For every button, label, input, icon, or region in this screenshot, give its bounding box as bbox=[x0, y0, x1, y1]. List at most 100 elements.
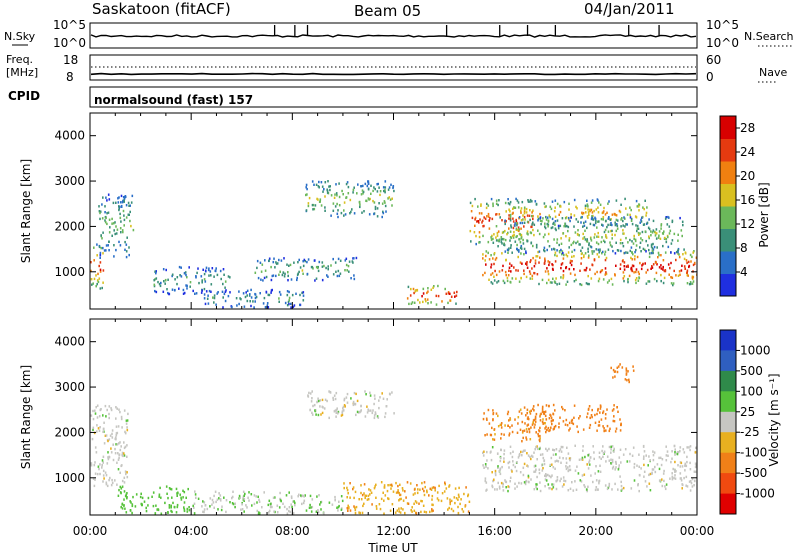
power-cell bbox=[301, 291, 303, 295]
velocity-cell bbox=[115, 417, 117, 420]
power-cell bbox=[221, 290, 224, 293]
velocity-cell bbox=[512, 463, 515, 467]
power-cell bbox=[517, 201, 520, 204]
velocity-cell bbox=[373, 416, 376, 420]
velocity-cell bbox=[395, 481, 397, 485]
power-cell bbox=[565, 235, 567, 238]
velocity-cell bbox=[126, 492, 128, 495]
velocity-cell bbox=[597, 424, 600, 427]
y-tick-label: 1000 bbox=[54, 471, 85, 485]
power-cell bbox=[487, 251, 489, 255]
power-cell bbox=[591, 252, 594, 255]
velocity-cell bbox=[176, 492, 178, 495]
velocity-cell bbox=[106, 484, 109, 488]
power-cell bbox=[516, 235, 518, 238]
power-cell bbox=[544, 233, 546, 236]
power-cell bbox=[569, 259, 572, 263]
power-cell bbox=[203, 287, 206, 291]
power-cell bbox=[529, 272, 532, 275]
velocity-cell bbox=[358, 511, 360, 514]
velocity-cell bbox=[532, 419, 535, 422]
power-cell bbox=[515, 220, 518, 223]
velocity-cell bbox=[119, 441, 121, 444]
power-cell bbox=[504, 201, 507, 205]
power-cell bbox=[125, 216, 128, 219]
velocity-cell bbox=[310, 506, 312, 509]
power-cell bbox=[174, 278, 176, 281]
velocity-cell bbox=[115, 438, 117, 441]
power-cell bbox=[485, 263, 487, 266]
power-cell bbox=[101, 203, 103, 206]
power-cell bbox=[538, 261, 540, 264]
velocity-cell bbox=[329, 390, 331, 394]
power-cell bbox=[99, 253, 102, 257]
velocity-cell bbox=[500, 456, 502, 460]
velocity-cell bbox=[342, 409, 345, 412]
power-cell bbox=[215, 267, 217, 270]
power-cell bbox=[611, 223, 613, 227]
velocity-cell bbox=[420, 510, 422, 514]
velocity-cell bbox=[192, 504, 194, 508]
power-cell bbox=[224, 286, 226, 289]
power-cell bbox=[576, 240, 579, 243]
velocity-cell bbox=[617, 410, 619, 413]
velocity-cell bbox=[528, 430, 531, 434]
velocity-cell bbox=[354, 490, 357, 494]
velocity-cell bbox=[613, 404, 615, 407]
power-cell bbox=[597, 235, 600, 238]
power-cell bbox=[607, 248, 610, 251]
power-cell bbox=[362, 190, 365, 194]
velocity-cell bbox=[519, 428, 522, 431]
velocity-cell bbox=[587, 454, 590, 457]
velocity-cell bbox=[674, 477, 677, 480]
velocity-cell bbox=[568, 465, 571, 468]
velocity-cell bbox=[539, 419, 542, 422]
power-cell bbox=[543, 202, 546, 205]
power-cell bbox=[595, 220, 597, 223]
velocity-cell bbox=[552, 412, 554, 415]
power-cell bbox=[675, 274, 677, 277]
power-cell bbox=[293, 304, 296, 307]
power-cell bbox=[565, 283, 567, 286]
power-cell bbox=[544, 205, 546, 209]
power-cell bbox=[96, 254, 98, 257]
power-cell bbox=[657, 251, 660, 255]
velocity-cell bbox=[202, 500, 204, 503]
power-cell bbox=[505, 273, 507, 277]
power-cell bbox=[519, 233, 521, 236]
velocity-cell bbox=[497, 414, 499, 418]
station-title: Saskatoon (fitACF) bbox=[92, 0, 231, 18]
power-cell bbox=[334, 261, 337, 264]
velocity-cell bbox=[652, 454, 655, 457]
velocity-cell bbox=[135, 493, 138, 496]
power-cell bbox=[185, 284, 187, 287]
velocity-cell bbox=[457, 493, 460, 496]
velocity-cell bbox=[573, 404, 576, 407]
velocity-cell bbox=[591, 408, 593, 412]
nsearch-tick-bottom: 10^0 bbox=[706, 36, 739, 50]
velocity-cell bbox=[484, 434, 486, 437]
power-cell bbox=[655, 228, 658, 231]
power-cell bbox=[588, 213, 590, 216]
power-cell bbox=[560, 248, 562, 252]
velocity-colorbar-tick-label: 1000 bbox=[740, 343, 771, 357]
power-cell bbox=[660, 227, 662, 230]
velocity-cell bbox=[610, 366, 612, 370]
power-cell bbox=[638, 276, 640, 279]
velocity-cell bbox=[384, 415, 386, 419]
power-cell bbox=[327, 180, 329, 183]
power-colorbar-swatch bbox=[720, 251, 736, 274]
power-cell bbox=[475, 242, 477, 246]
power-cell bbox=[389, 198, 392, 201]
velocity-cell bbox=[523, 481, 526, 484]
power-cell bbox=[107, 211, 110, 214]
power-cell bbox=[537, 229, 539, 232]
velocity-cell bbox=[602, 411, 604, 415]
velocity-cell bbox=[271, 505, 273, 509]
power-cell bbox=[636, 227, 639, 230]
power-cell bbox=[665, 240, 668, 244]
velocity-cell bbox=[497, 465, 499, 468]
velocity-cell bbox=[108, 405, 111, 408]
velocity-cell bbox=[548, 474, 551, 478]
power-cell bbox=[593, 259, 596, 262]
